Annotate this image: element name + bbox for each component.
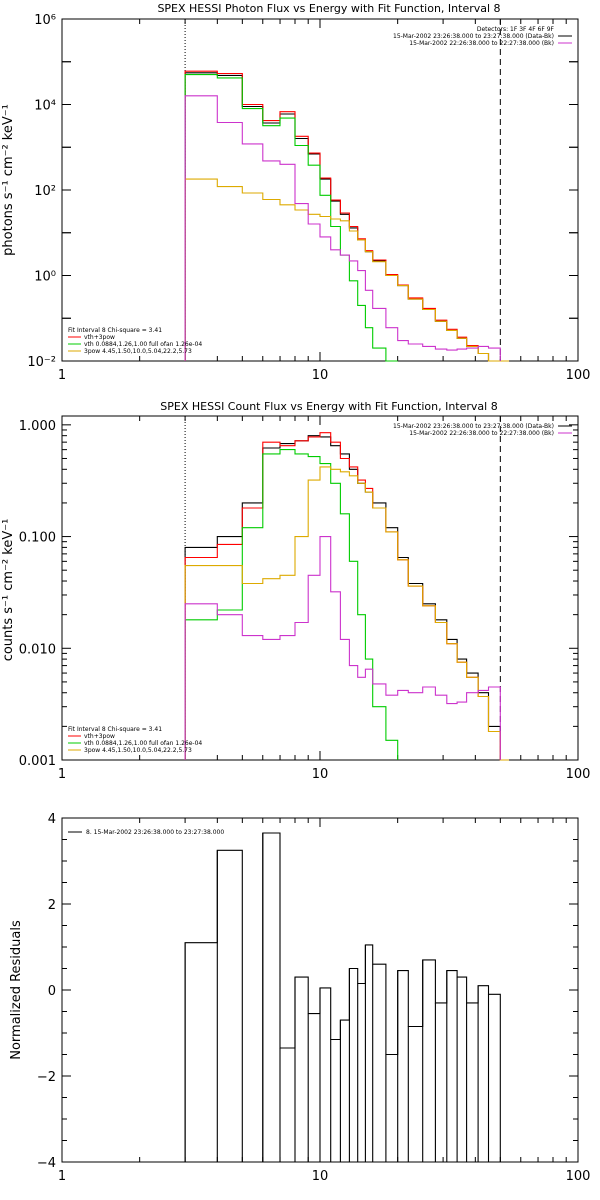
residuals-y-label: Normalized Residuals: [9, 920, 24, 1060]
count-flux-title: SPEX HESSI Count Flux vs Energy with Fit…: [160, 400, 497, 413]
photon-flux-series: [184, 70, 509, 362]
x-tick-label: 1: [58, 767, 66, 782]
series-vth: [184, 74, 398, 362]
y-tick-label: 10⁶: [34, 13, 56, 28]
y-tick-label: 0.100: [19, 531, 56, 546]
legend-entry: 15-Mar-2002 22:26:38.000 to 22:27:38.000…: [409, 430, 554, 437]
legend-entry: vth+3pow: [84, 334, 115, 341]
legend-entry: Fit Interval 8 Chi-square = 3.41: [68, 327, 162, 334]
x-tick-label: 10: [312, 368, 329, 383]
x-tick-label: 1: [58, 368, 66, 383]
series-3pow: [184, 178, 509, 362]
count-flux-tick-labels: 1 10 100 0.001 0.010 0.100 1.000: [19, 419, 591, 782]
residuals-panel: Normalized Residuals 1 10 100 −4 −2 0 2 4 8. 15…: [9, 812, 590, 1184]
y-tick-label: 1.000: [19, 419, 56, 434]
legend-entry: 15-Mar-2002 23:26:38.000 to 23:27:38.000…: [393, 33, 554, 40]
series-vth-3pow: [184, 70, 501, 362]
y-tick-label: 10⁴: [34, 99, 56, 114]
y-tick-label: 0.001: [19, 754, 56, 769]
photon-flux-legend-bottom: Fit Interval 8 Chi-square = 3.41vth+3pow…: [68, 327, 202, 355]
x-tick-label: 10: [312, 1169, 329, 1184]
photon-flux-fit-bounds: [184, 19, 501, 361]
y-tick-label: 10²: [34, 184, 56, 199]
y-tick-label: 10⁻²: [27, 355, 56, 370]
x-tick-label: 100: [566, 368, 591, 383]
legend-entry: 15-Mar-2002 23:26:38.000 to 23:27:38.000…: [393, 423, 554, 430]
x-tick-label: 100: [566, 767, 591, 782]
series-3pow: [184, 466, 509, 761]
y-tick-label: 10⁰: [34, 270, 56, 285]
series-vth-3pow: [184, 432, 509, 761]
y-tick-label: 4: [48, 812, 56, 827]
residuals-tick-labels: 1 10 100 −4 −2 0 2 4: [37, 812, 591, 1184]
count-flux-series: [184, 432, 509, 761]
y-tick-label: 0.010: [19, 642, 56, 657]
count-flux-y-label: counts s⁻¹ cm⁻² keV⁻¹: [1, 519, 16, 662]
legend-entry: 8. 15-Mar-2002 23:26:38.000 to 23:27:38.…: [86, 829, 224, 836]
legend-entry: 3pow 4.45,1.50,10.0,5.04,22.2,5.73: [84, 348, 192, 355]
legend-entry: Fit Interval 8 Chi-square = 3.41: [68, 726, 162, 733]
residual-bars: [184, 833, 490, 1162]
photon-flux-title: SPEX HESSI Photon Flux vs Energy with Fi…: [157, 2, 500, 15]
x-tick-label: 100: [566, 1169, 591, 1184]
legend-entry: Detectors: 1F 3F 4F 6F 9F: [477, 26, 555, 33]
photon-flux-tick-labels: 1 10 100 10⁻² 10⁰ 10² 10⁴ 10⁶: [27, 13, 590, 383]
legend-entry: vth 0.0884,1.26,1.00 full ofan 1.26e-04: [84, 740, 202, 747]
legend-entry: vth 0.0884,1.26,1.00 full ofan 1.26e-04: [84, 341, 202, 348]
photon-flux-panel: SPEX HESSI Photon Flux vs Energy with Fi…: [1, 2, 590, 383]
x-tick-label: 10: [312, 767, 329, 782]
residuals-ticks: [61, 817, 578, 1163]
series-bk: [184, 95, 501, 361]
count-flux-fit-bounds: [184, 416, 501, 760]
y-tick-label: 2: [48, 898, 56, 913]
photon-flux-ticks: [61, 18, 578, 362]
photon-flux-y-label: photons s⁻¹ cm⁻² keV⁻¹: [1, 104, 16, 256]
series-data-bk: [184, 435, 501, 760]
count-flux-legend-bottom: Fit Interval 8 Chi-square = 3.41vth+3pow…: [68, 726, 202, 754]
count-flux-legend-top: 15-Mar-2002 23:26:38.000 to 23:27:38.000…: [393, 423, 572, 437]
residuals-legend: 8. 15-Mar-2002 23:26:38.000 to 23:27:38.…: [68, 829, 224, 836]
series-bk: [184, 536, 501, 760]
series-vth: [184, 449, 399, 760]
y-tick-label: −4: [37, 1156, 56, 1171]
y-tick-label: −2: [37, 1070, 56, 1085]
count-flux-panel: SPEX HESSI Count Flux vs Energy with Fit…: [1, 400, 590, 782]
legend-entry: 3pow 4.45,1.50,10.0,5.04,22.2,5.73: [84, 747, 192, 754]
legend-entry: vth+3pow: [84, 733, 115, 740]
series-residuals: [184, 832, 501, 1163]
legend-entry: 15-Mar-2002 22:26:38.000 to 22:27:38.000…: [409, 40, 554, 47]
series-data-bk: [184, 72, 501, 362]
x-tick-label: 1: [58, 1169, 66, 1184]
y-tick-label: 0: [48, 984, 56, 999]
residuals-series: [184, 832, 501, 1163]
